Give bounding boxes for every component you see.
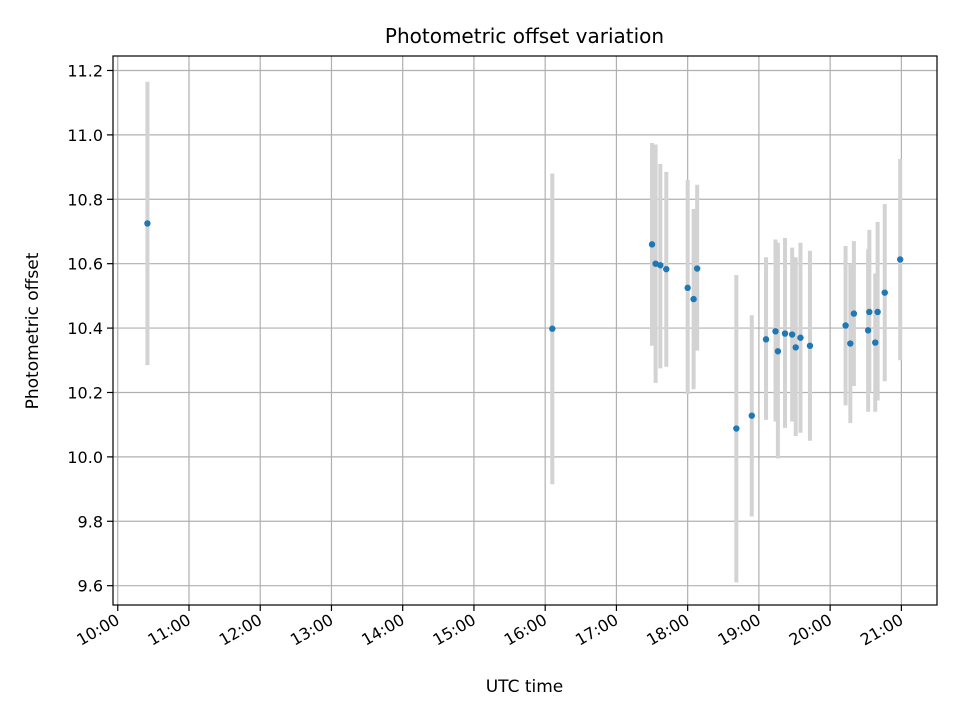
data-point — [549, 325, 556, 332]
data-point — [850, 310, 858, 317]
y-tick-label: 11.0 — [67, 126, 103, 145]
y-tick-label: 10.4 — [67, 319, 103, 338]
data-point — [781, 330, 789, 337]
y-tick-label: 9.8 — [78, 512, 103, 531]
data-points — [144, 220, 904, 432]
data-point — [733, 425, 740, 432]
data-point — [866, 308, 873, 316]
data-point — [648, 241, 656, 248]
y-tick-label: 10.2 — [67, 383, 103, 402]
x-axis-title: UTC time — [486, 677, 564, 697]
data-point — [842, 322, 849, 329]
data-point — [896, 256, 904, 263]
data-point — [874, 308, 881, 316]
y-axis-title: Photometric offset — [23, 252, 43, 409]
data-point — [748, 412, 755, 419]
data-point — [690, 295, 697, 303]
data-point — [872, 339, 879, 346]
data-point — [693, 265, 701, 272]
y-tick-label: 11.2 — [67, 61, 103, 80]
data-point — [772, 328, 779, 335]
data-point — [797, 334, 804, 341]
data-point — [663, 265, 670, 273]
data-point — [762, 336, 770, 343]
y-tick-label: 10.0 — [67, 448, 103, 467]
data-point — [847, 340, 854, 347]
data-point — [144, 220, 151, 227]
data-point — [864, 327, 872, 334]
data-point — [788, 331, 796, 338]
data-point — [774, 348, 782, 355]
plot-frame — [112, 55, 938, 606]
chart-title: Photometric offset variation — [385, 24, 664, 48]
data-point — [806, 342, 814, 349]
data-point — [657, 262, 664, 269]
y-tick-label: 10.8 — [67, 190, 103, 209]
data-point — [792, 344, 799, 351]
data-point — [881, 289, 888, 296]
data-point — [684, 284, 691, 292]
grid — [113, 56, 937, 605]
y-tick-label: 9.6 — [78, 577, 103, 596]
y-tick-label: 10.6 — [67, 255, 103, 274]
